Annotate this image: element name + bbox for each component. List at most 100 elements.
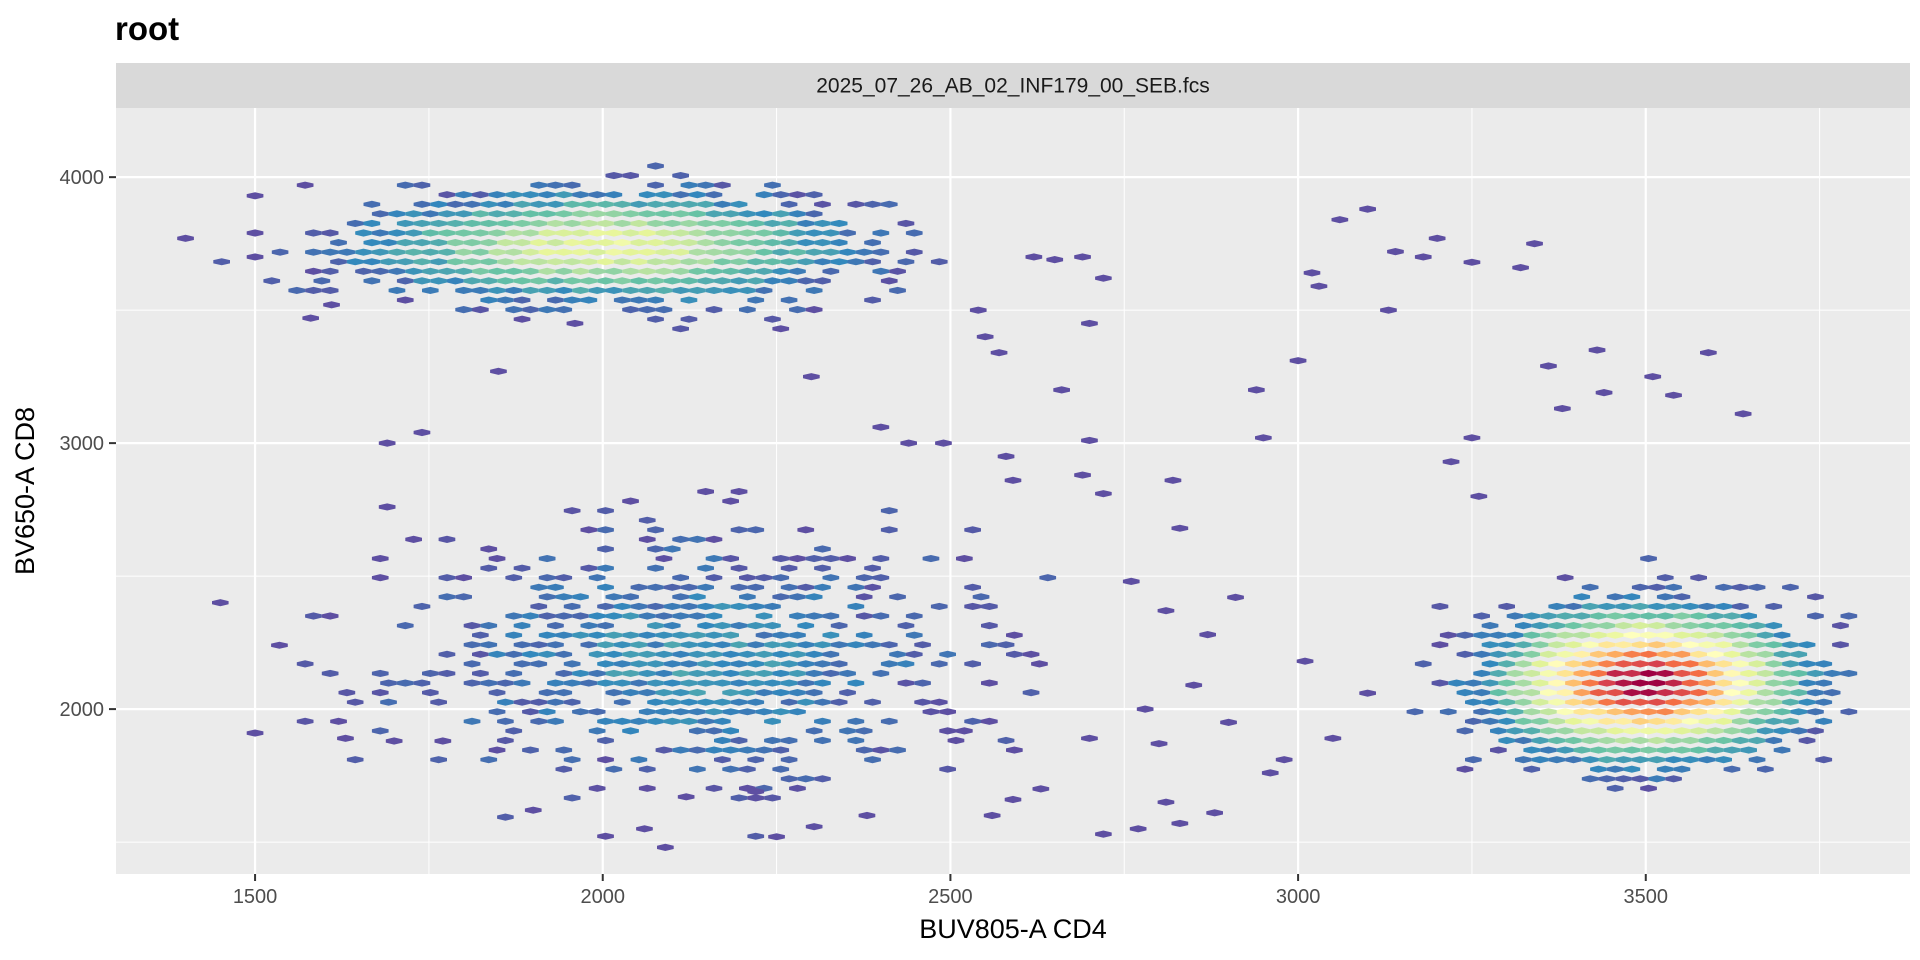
hexbin-cell [889,593,906,601]
hexbin-cell [1531,622,1549,630]
hexbin-cell [1648,602,1666,610]
hexbin-cell [530,602,548,610]
hexbin-cell [655,631,673,639]
hexbin-cell [872,574,890,582]
hexbin-cell [897,219,915,227]
hexbin-cell [522,267,539,275]
hexbin-cell [830,641,848,649]
hexbin-cell [1606,631,1624,639]
hexbin-cell [480,756,498,764]
hexbin-cell [1748,717,1766,725]
hexbin-cell [1640,708,1657,716]
hexbin-cell [1248,386,1265,394]
hexbin-cell [764,258,781,266]
hexbin-cell [705,306,723,314]
hexbin-cell [1815,756,1833,764]
hexbin-cell [505,574,523,582]
hexbin-cell [1442,458,1460,466]
hexbin-cell [378,439,396,447]
hexbin-cell [1623,727,1641,735]
hexbin-cell [1490,631,1507,639]
hexbin-cell [805,612,823,620]
hexbin-cell [1554,405,1571,413]
hexbin-cell [1656,669,1674,677]
hexbin-cell [956,727,973,735]
hexbin-cell [1540,746,1557,754]
hexbin-cell [378,503,396,511]
hexbin-cell [1581,736,1599,745]
hexbin-cell [638,516,656,524]
hexbin-cell [413,679,431,687]
hexbin-cell [605,286,623,294]
hexbin-cell [1565,660,1582,668]
hexbin-cell [396,277,414,285]
hexbin-cell [563,756,581,764]
hexbin-cell [755,574,773,582]
hexbin-cell [1573,727,1591,735]
hexbin-cell [822,612,840,620]
hexbin-cell [622,689,639,697]
hexbin-cell [772,746,790,754]
hexbin-cell [613,258,631,266]
hexbin-cell [438,593,456,601]
hexbin-cell [789,191,806,199]
hexbin-cell [1590,689,1607,697]
hexbin-cell [588,267,606,275]
hexbin-cell [772,267,790,275]
hexbin-cell [405,267,422,275]
hexbin-cell [739,267,756,275]
hexbin-cell [1640,631,1657,639]
hexbin-cell [1623,669,1641,677]
hexbin-cell [597,679,614,687]
hexbin-cell [663,660,681,668]
hexbin-cell [939,650,956,658]
hexbin-cell [1590,631,1607,639]
hexbin-cell [613,660,631,668]
hexbin-cell [638,669,656,677]
hexbin-cell [789,248,806,256]
hexbin-cell [1490,746,1507,754]
hexbin-cell [1656,727,1674,735]
hexbin-cell [789,210,806,218]
hexbin-cell [538,689,556,697]
hexbin-cell [497,296,514,304]
hexbin-cell [605,593,623,601]
hexbin-cell [847,583,865,591]
hexbin-cell [780,239,798,247]
hexbin-cell [472,191,489,199]
hexbin-cell [447,258,464,266]
hexbin-cell [780,296,798,304]
hexbin-cell [1740,689,1757,697]
hexbin-cell [814,258,831,266]
hexbin-cell [572,286,589,294]
hexbin-cell [1723,689,1741,697]
hexbin-cell [1606,612,1624,620]
hexbin-cell [1615,641,1632,649]
hexbin-cell [1631,775,1649,783]
hexbin-cell [1473,689,1490,697]
hexbin-cell [1723,727,1741,735]
hexbin-cell [638,765,656,773]
hexbin-cell [663,277,681,285]
hexbin-cell [588,708,606,716]
hexbin-cell [1490,689,1507,697]
hexbin-cell [764,602,781,610]
hexbin-cell [1656,612,1674,620]
hexbin-cell [622,248,639,256]
hexbin-cell [880,526,898,534]
hexbin-cell [455,248,472,256]
hexbin-cell [855,574,873,582]
hexbin-cell [622,306,639,314]
hexbin-cell [1481,641,1499,649]
hexbin-cell [1598,698,1616,706]
hexbin-cell [613,641,631,649]
hexbin-cell [430,756,447,764]
hexbin-cell [1465,756,1482,764]
hexbin-cell [1740,669,1757,677]
hexbin-cell [1556,650,1574,658]
hexbin-cell [714,756,731,764]
hexbin-cell [1456,650,1474,658]
hexbin-cell [638,267,656,275]
hexbin-cell [680,296,698,304]
hexbin-cell [1498,602,1515,610]
